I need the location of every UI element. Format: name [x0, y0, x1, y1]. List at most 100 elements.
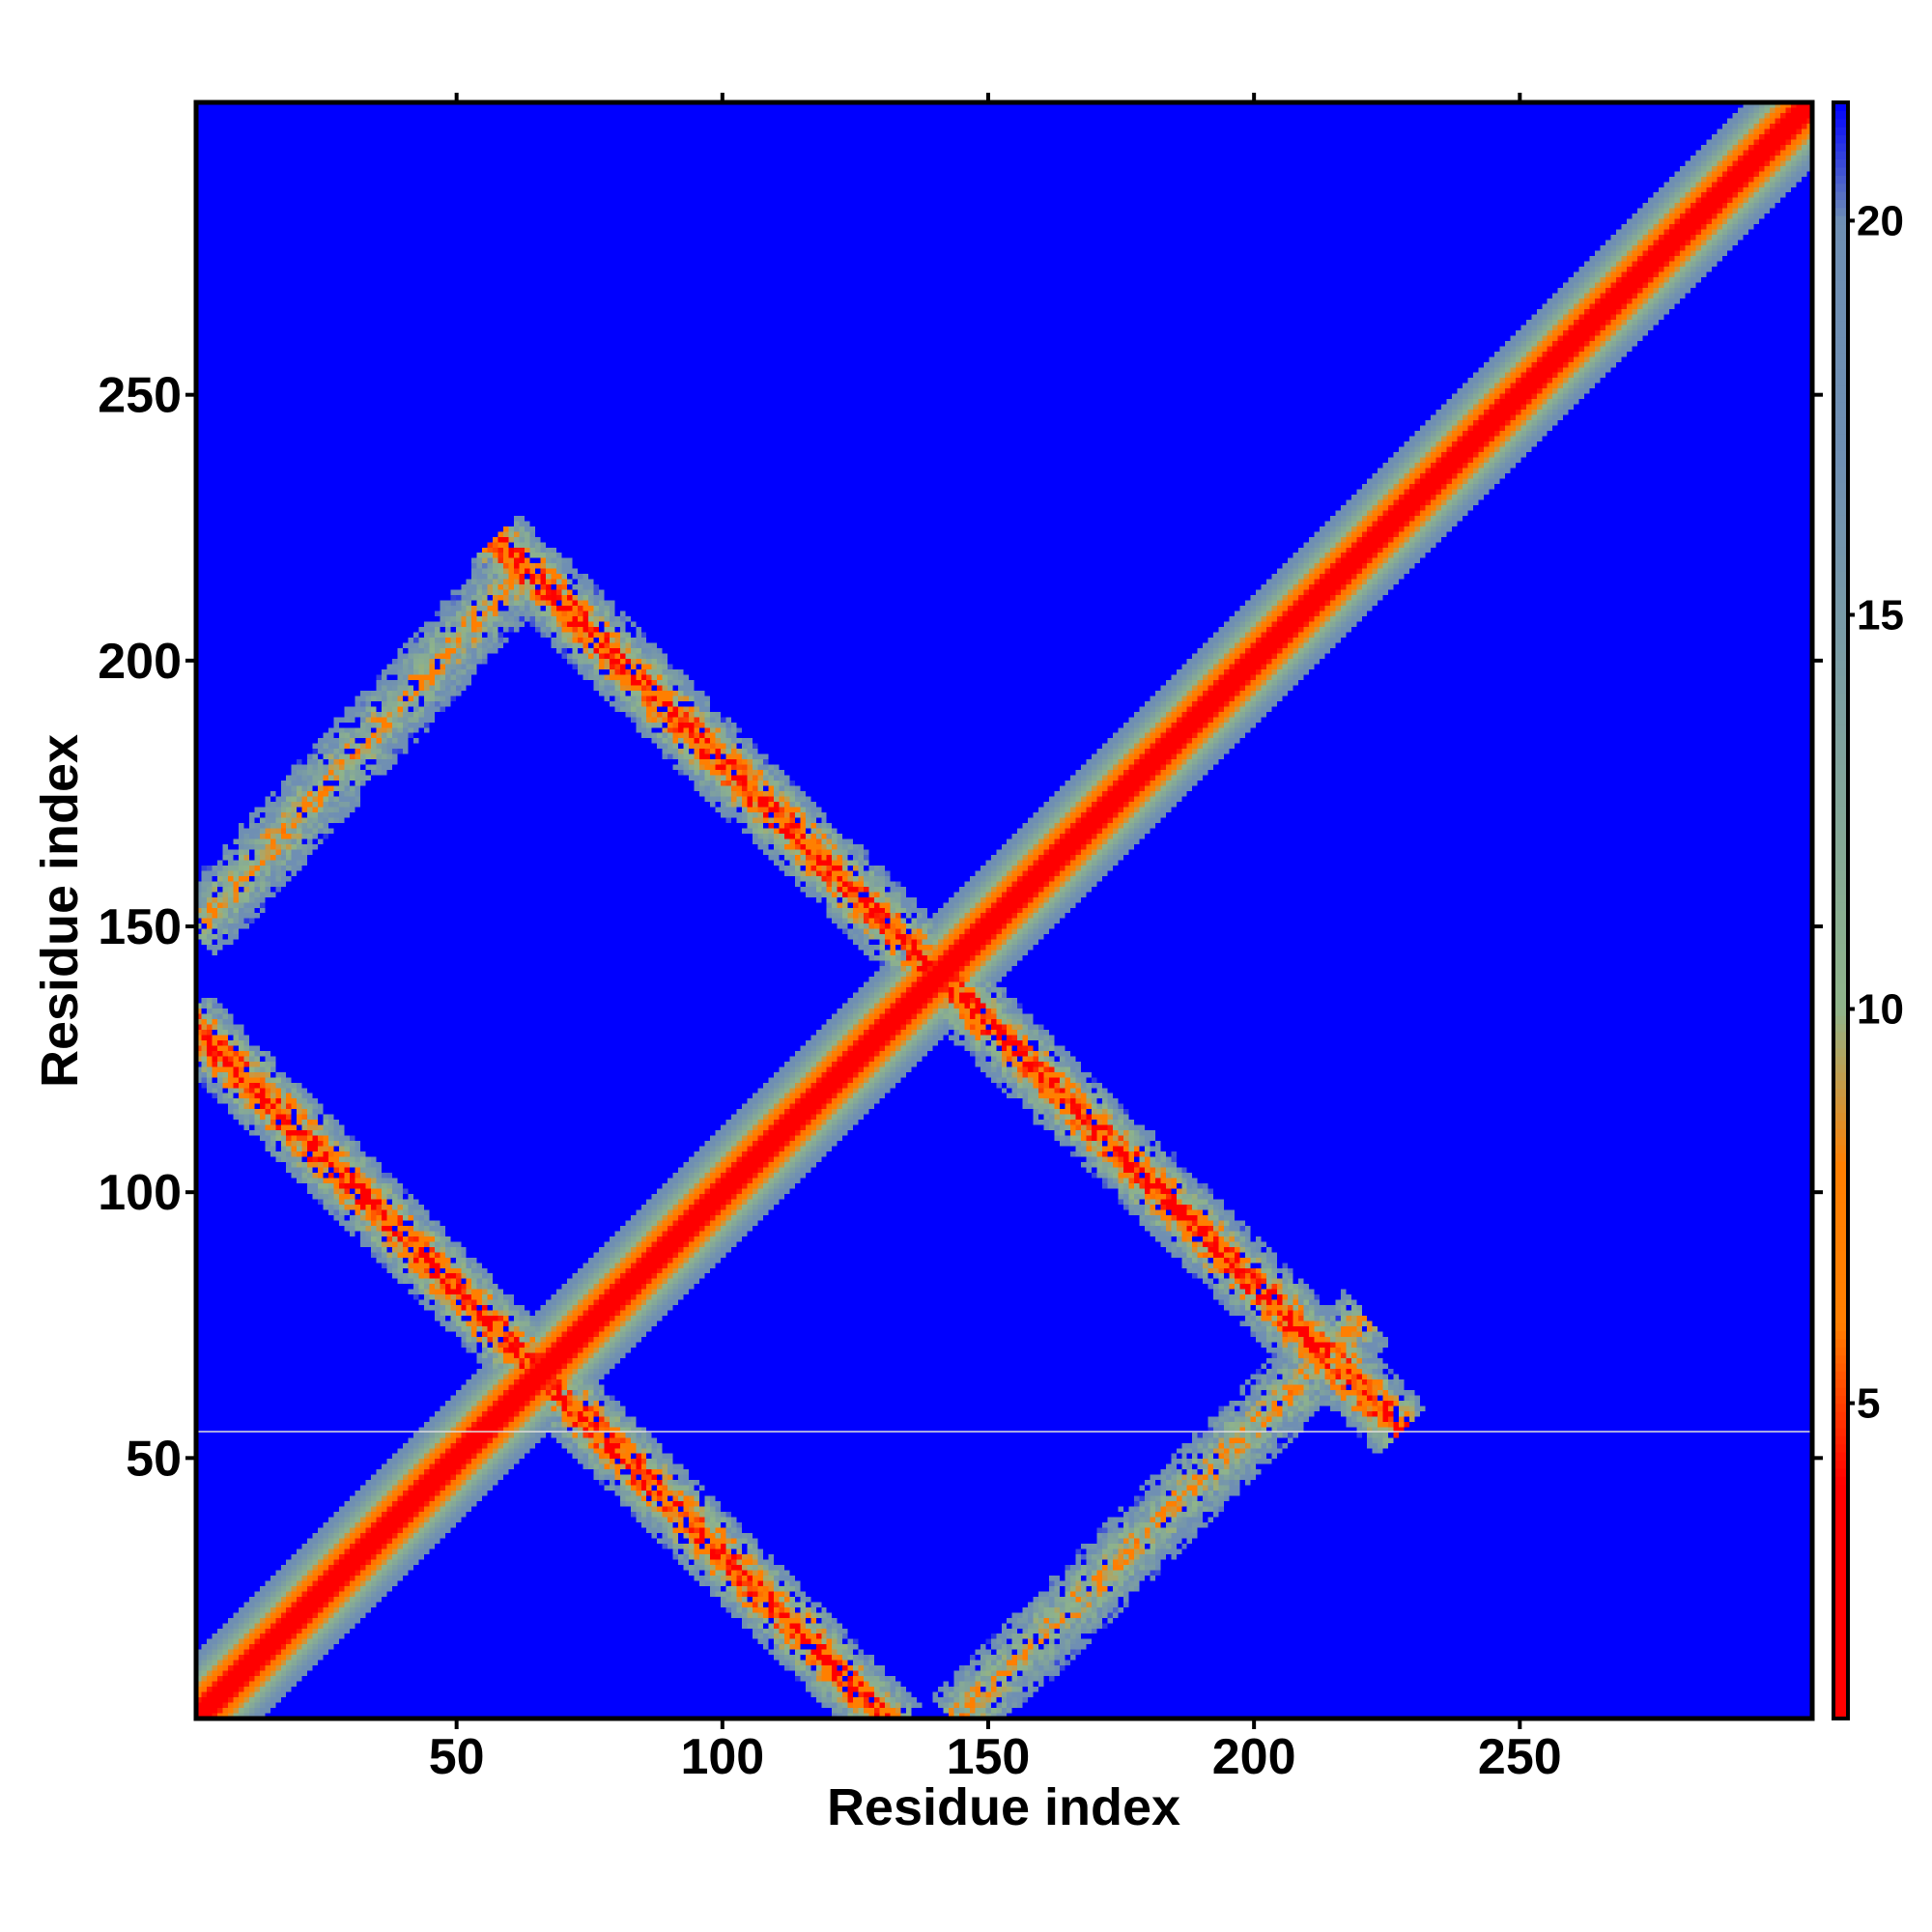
- colorbar-segment: [1833, 441, 1848, 451]
- colorbar-gradient: [1833, 102, 1848, 1719]
- colorbar-segment: [1833, 1193, 1848, 1203]
- colorbar-segment: [1833, 1184, 1848, 1194]
- colorbar-segment: [1833, 675, 1848, 685]
- colorbar-segment: [1833, 1217, 1848, 1227]
- colorbar-segment: [1833, 1702, 1848, 1712]
- colorbar-segment: [1833, 304, 1848, 314]
- colorbar-segment: [1833, 708, 1848, 718]
- colorbar-segment: [1833, 514, 1848, 524]
- colorbar-segment: [1833, 1095, 1848, 1105]
- colorbar-segment: [1833, 918, 1848, 927]
- colorbar-segment: [1833, 1306, 1848, 1316]
- colorbar-segment: [1833, 1023, 1848, 1033]
- colorbar-segment: [1833, 1104, 1848, 1114]
- colorbar-segment: [1833, 886, 1848, 895]
- heatmap-cells-raster: [196, 102, 1812, 1719]
- colorbar-segment: [1833, 1290, 1848, 1299]
- colorbar-segment: [1833, 490, 1848, 499]
- colorbar-segment: [1833, 853, 1848, 863]
- colorbar-segment: [1833, 1662, 1848, 1671]
- colorbar-segment: [1833, 1645, 1848, 1655]
- colorbar-segment: [1833, 611, 1848, 620]
- colorbar-segment: [1833, 975, 1848, 984]
- colorbar-segment: [1833, 813, 1848, 823]
- colorbar-segment: [1833, 862, 1848, 871]
- colorbar-segment: [1833, 878, 1848, 888]
- colorbar-segment: [1833, 353, 1848, 362]
- colorbar-segment: [1833, 603, 1848, 612]
- colorbar-segment: [1833, 255, 1848, 265]
- colorbar-segment: [1833, 1330, 1848, 1340]
- colorbar-segment: [1833, 401, 1848, 411]
- colorbar-segment: [1833, 328, 1848, 338]
- colorbar-segment: [1833, 894, 1848, 903]
- colorbar-segment: [1833, 700, 1848, 709]
- colorbar-segment: [1833, 838, 1848, 847]
- colorbar-segment: [1833, 1613, 1848, 1623]
- colorbar-frame: [1832, 100, 1850, 1720]
- colorbar-segment: [1833, 1710, 1848, 1719]
- colorbar-segment: [1833, 1273, 1848, 1283]
- colorbar-segment: [1833, 1201, 1848, 1210]
- colorbar-segment: [1833, 1693, 1848, 1703]
- colorbar-segment: [1833, 377, 1848, 386]
- colorbar-segment: [1833, 1160, 1848, 1170]
- colorbar-segment: [1833, 829, 1848, 838]
- colorbar-segment: [1833, 595, 1848, 605]
- colorbar-segment: [1833, 393, 1848, 403]
- colorbar-segment: [1833, 296, 1848, 305]
- colorbar-segment: [1833, 910, 1848, 920]
- colorbar-segment: [1833, 562, 1848, 572]
- x-tick-label: 150: [947, 1729, 1031, 1785]
- colorbar-segment: [1833, 134, 1848, 144]
- colorbar-segment: [1833, 1548, 1848, 1558]
- heatmap-cells: [196, 102, 1812, 1719]
- colorbar-segment: [1833, 231, 1848, 241]
- colorbar-segment: [1833, 142, 1848, 152]
- colorbar-segment: [1833, 1371, 1848, 1380]
- colorbar-segment: [1833, 530, 1848, 540]
- colorbar-segment: [1833, 1678, 1848, 1688]
- colorbar-segment: [1833, 554, 1848, 564]
- colorbar-segment: [1833, 902, 1848, 912]
- colorbar-segment: [1833, 1265, 1848, 1275]
- colorbar-segment: [1833, 223, 1848, 233]
- colorbar-segment: [1833, 1249, 1848, 1259]
- colorbar-segment: [1833, 991, 1848, 1001]
- colorbar-segment: [1833, 1258, 1848, 1267]
- colorbar-segment: [1833, 1282, 1848, 1292]
- colorbar-segment: [1833, 1071, 1848, 1081]
- colorbar-segment: [1833, 1298, 1848, 1307]
- colorbar-segment: [1833, 724, 1848, 734]
- colorbar-segment: [1833, 636, 1848, 645]
- colorbar-segment: [1833, 473, 1848, 483]
- colorbar-segment: [1833, 1387, 1848, 1396]
- colorbar-segment: [1833, 942, 1848, 952]
- colorbar-segment: [1833, 288, 1848, 298]
- colorbar-segment: [1833, 869, 1848, 879]
- colorbar-segment: [1833, 805, 1848, 814]
- colorbar-segment: [1833, 1338, 1848, 1348]
- colorbar-segment: [1833, 1427, 1848, 1436]
- colorbar-segment: [1833, 982, 1848, 992]
- colorbar-segment: [1833, 433, 1848, 442]
- colorbar-segment: [1833, 384, 1848, 394]
- colorbar-segment: [1833, 425, 1848, 435]
- colorbar-segment: [1833, 417, 1848, 427]
- colorbar-segment: [1833, 369, 1848, 379]
- colorbar-segment: [1833, 264, 1848, 273]
- colorbar-segment: [1833, 1169, 1848, 1179]
- colorbar-segment: [1833, 1637, 1848, 1647]
- colorbar-segment: [1833, 732, 1848, 742]
- colorbar-segment: [1833, 482, 1848, 492]
- colorbar-segment: [1833, 280, 1848, 289]
- colorbar-segment: [1833, 449, 1848, 459]
- colorbar-ticks: 5 10 15 20: [1848, 197, 1904, 1428]
- colorbar-segment: [1833, 1225, 1848, 1235]
- colorbar-segment: [1833, 627, 1848, 637]
- colorbar-segment: [1833, 749, 1848, 758]
- colorbar-segment: [1833, 127, 1848, 136]
- colorbar-segment: [1833, 643, 1848, 653]
- colorbar-segment: [1833, 958, 1848, 968]
- colorbar-segment: [1833, 1605, 1848, 1614]
